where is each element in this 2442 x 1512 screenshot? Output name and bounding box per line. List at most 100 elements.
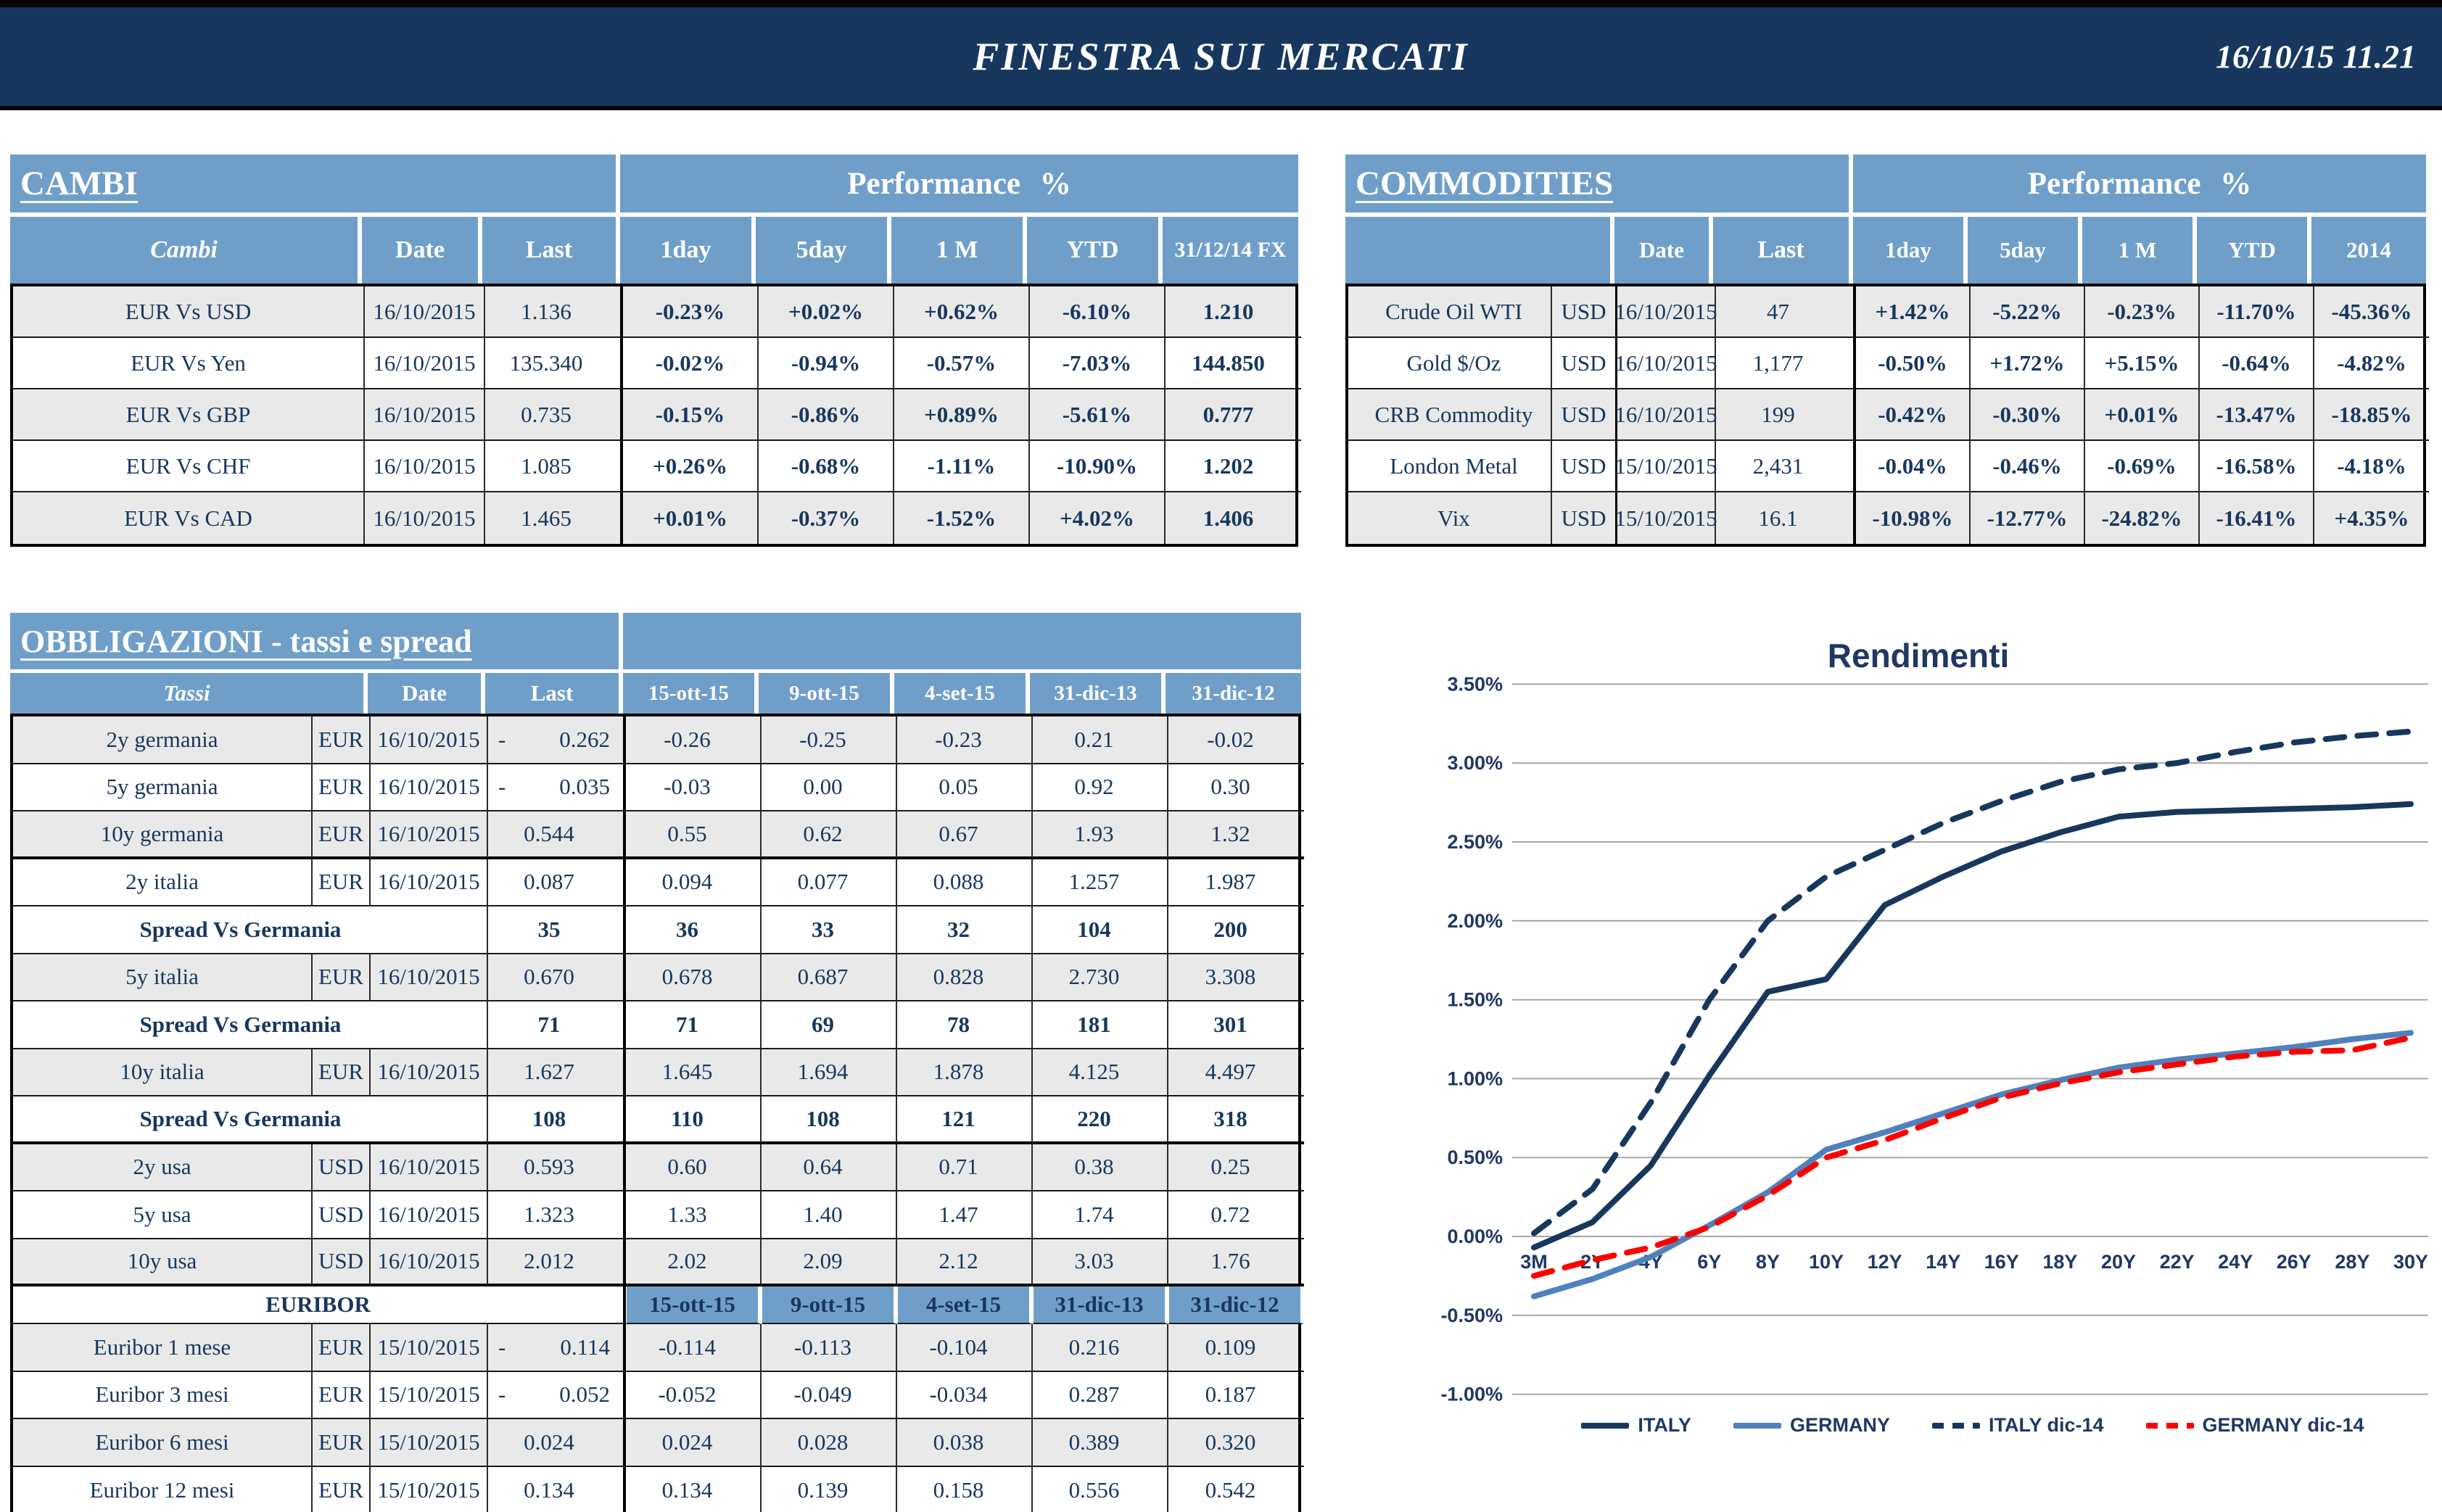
cambi-performance-header: Performance % xyxy=(620,154,1298,212)
perf-cell: +0.02% xyxy=(759,286,894,338)
last-cell: 1.323 xyxy=(488,1191,626,1239)
rate-row: 10y usa USD 16/10/2015 2.012 2.02 2.09 2.12 3.0… xyxy=(13,1239,1304,1286)
date-cell: 16/10/2015 xyxy=(365,492,485,544)
series-line-italy xyxy=(1531,801,2414,1251)
spread-value-cell: 108 xyxy=(762,1096,897,1144)
currency-cell: EUR xyxy=(313,811,371,859)
value-cell: 1.694 xyxy=(762,1049,897,1096)
perf-cell: -1.52% xyxy=(894,492,1030,544)
value-cell: 0.542 xyxy=(1205,1477,1256,1503)
value-cell: 1.76 xyxy=(1168,1239,1304,1286)
date-cell: 16/10/2015 xyxy=(371,716,488,764)
legend-item-germany-dic-14: GERMANY dic-14 xyxy=(2145,1414,2364,1437)
rate-label: 2y italia xyxy=(13,859,313,906)
value-cell: 1.645 xyxy=(626,1049,762,1096)
euribor-row: Euribor 1 mese EUR 15/10/2015-0.114 -0.114-… xyxy=(13,1324,1304,1372)
value-cell: 0.134 xyxy=(626,1466,762,1512)
perf-cell: -10.98% xyxy=(1856,492,1971,544)
x-axis-label: 10Y xyxy=(1809,1251,1844,1273)
date-cell: 16/10/2015 xyxy=(371,764,488,811)
perf-cell: -0.68% xyxy=(759,441,894,492)
value-cell: 0.556 xyxy=(1033,1466,1168,1512)
value-cell: 0.687 xyxy=(762,954,897,1001)
euribor-header-row: EURIBOR 15-ott-15 9-ott-15 4-set-15 31-dic-1… xyxy=(13,1286,1304,1324)
y-axis-label: 1.50% xyxy=(1447,989,1503,1011)
x-axis-label: 20Y xyxy=(2101,1251,2136,1273)
obbligazioni-title-filler xyxy=(623,613,1301,669)
commodities-body: Crude Oil WTI USD 16/10/2015 47 +1.42% -5.22%… xyxy=(1345,284,2429,547)
column-header-tassi: Tassi xyxy=(10,673,368,714)
y-axis-label: 0.00% xyxy=(1447,1226,1503,1247)
y-axis-label: 2.00% xyxy=(1447,910,1503,932)
date-cell: 15/10/2015 xyxy=(371,1371,488,1419)
currency-cell: USD xyxy=(1552,492,1617,544)
value-cell: -0.034 xyxy=(897,1371,1033,1419)
value-cell: 1.878 xyxy=(897,1049,1033,1096)
perf-cell: -13.47% xyxy=(2200,389,2314,441)
x-axis-label: 26Y xyxy=(2277,1251,2311,1273)
last-cell: -0.035 xyxy=(488,764,626,811)
currency-cell: EUR xyxy=(313,859,371,906)
x-axis-label: 24Y xyxy=(2218,1251,2253,1273)
date-cell: 16/10/2015 xyxy=(365,286,485,338)
currency-cell: EUR xyxy=(313,1371,371,1419)
legend-line-sample xyxy=(2145,1422,2194,1429)
perf-cell: -5.22% xyxy=(1971,286,2085,338)
last-cell: 0.544 xyxy=(488,811,626,859)
perf-cell: -11.70% xyxy=(2200,286,2314,338)
column-header-cambi: Cambi xyxy=(10,217,362,284)
value-cell: 0.216 xyxy=(1033,1324,1168,1372)
perf-cell: -10.90% xyxy=(1030,441,1166,492)
euribor-column-header: 31-dic-12 xyxy=(1168,1286,1304,1324)
rate-label: 10y germania xyxy=(13,811,313,859)
rate-row: 2y italia EUR 16/10/2015 0.087 0.094 0.077 0.0… xyxy=(13,859,1304,906)
obbligazioni-title-row: OBBLIGAZIONI - tassi e spread xyxy=(10,613,1301,669)
rate-label: 5y usa xyxy=(13,1191,313,1239)
last-cell: 1.136 xyxy=(485,286,623,338)
legend-label: GERMANY dic-14 xyxy=(2202,1414,2364,1436)
perf-cell: -16.58% xyxy=(2200,441,2314,492)
last-cell: 0.024 xyxy=(488,1419,626,1467)
commodities-performance-header: Performance % xyxy=(1853,154,2426,212)
currency-cell: EUR xyxy=(313,716,371,764)
rate-row: 10y italia EUR 16/10/2015 1.627 1.645 1.694 1.… xyxy=(13,1049,1304,1096)
fx-cell: 1.210 xyxy=(1166,286,1301,338)
euribor-label: Euribor 12 mesi xyxy=(13,1466,313,1512)
obbligazioni-title: OBBLIGAZIONI - tassi e spread xyxy=(10,613,623,669)
date-cell: 15/10/2015 xyxy=(371,1419,488,1467)
perf-cell: -0.42% xyxy=(1856,389,1971,441)
last-cell: 2,431 xyxy=(1716,441,1856,492)
commodity-label: Vix xyxy=(1348,492,1552,544)
spread-label: Spread Vs Germania xyxy=(13,1096,488,1144)
value-cell: -0.26 xyxy=(626,716,762,764)
value-cell: 2.12 xyxy=(897,1239,1033,1286)
column-header-15-ott-15: 15-ott-15 xyxy=(623,673,759,714)
y-axis-label: 1.00% xyxy=(1447,1067,1503,1089)
spread-value-cell: 32 xyxy=(897,906,1033,954)
perf-cell: -5.61% xyxy=(1030,389,1166,441)
commodity-label: London Metal xyxy=(1348,441,1552,492)
yield-curve-plot: 3.50% 3.00% 2.50% 2.00% 1.50% 1.00% 0.50% 0.00%… xyxy=(1440,637,2428,1405)
last-cell: -0.052 xyxy=(488,1371,626,1419)
date-cell: 16/10/2015 xyxy=(365,389,485,441)
value-cell: 0.109 xyxy=(1168,1324,1304,1372)
date-cell: 15/10/2015 xyxy=(371,1324,488,1372)
date-cell: 16/10/2015 xyxy=(371,1049,488,1096)
app-header: FINESTRA SUI MERCATI 16/10/15 11.21 xyxy=(0,0,2442,110)
commodities-table: COMMODITIES Performance % Date Last 1day… xyxy=(1345,154,2429,547)
value-cell: 2.02 xyxy=(626,1239,762,1286)
y-axis-label: -1.00% xyxy=(1440,1384,1503,1405)
x-axis-label: 22Y xyxy=(2160,1251,2195,1273)
spread-value-cell: 104 xyxy=(1033,906,1168,954)
value-cell: 0.67 xyxy=(897,811,1033,859)
value-cell: 0.828 xyxy=(897,954,1033,1001)
perf-cell: -0.46% xyxy=(1971,441,2085,492)
column-header-31-dic-12: 31-dic-12 xyxy=(1166,673,1301,714)
last-cell: 135.340 xyxy=(485,338,623,389)
legend-line-sample xyxy=(1581,1422,1630,1429)
obbligazioni-column-headers: Tassi Date Last 15-ott-15 9-ott-15 4-set… xyxy=(10,673,1301,714)
x-axis-label: 30Y xyxy=(2393,1251,2428,1273)
y-axis-label: -0.50% xyxy=(1440,1305,1503,1326)
value-cell: 0.678 xyxy=(626,954,762,1001)
perf-cell: +4.02% xyxy=(1030,492,1166,544)
